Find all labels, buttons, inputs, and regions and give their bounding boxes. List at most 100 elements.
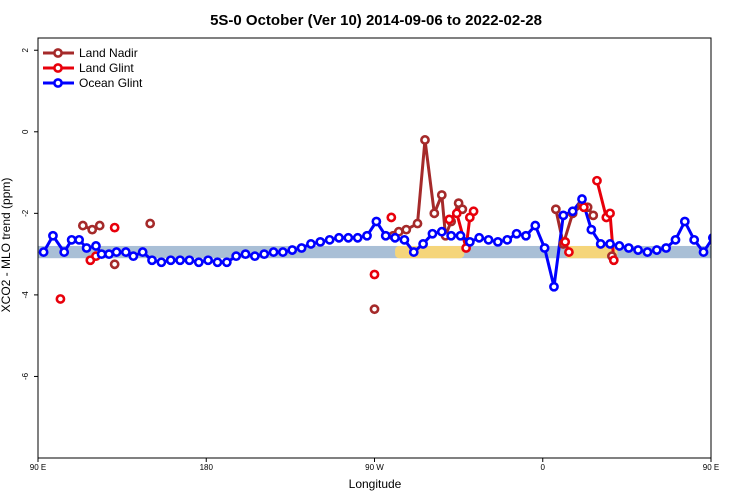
x-axis-label: Longitude [349, 477, 402, 491]
ocean-glint-point [633, 245, 643, 255]
ocean-glint-point [707, 233, 711, 243]
ocean-glint-legend-marker [53, 78, 63, 88]
land-glint-point [468, 206, 479, 217]
ocean-glint-point [380, 230, 391, 241]
ocean-glint-point [296, 243, 307, 253]
ocean-glint-point [539, 243, 550, 253]
ocean-glint-point [502, 234, 513, 245]
land-glint-legend-marker [53, 63, 63, 73]
x-axis: 90 E 180 90 W 0 90 E [30, 458, 719, 472]
ocean-glint-point [104, 249, 114, 260]
ocean-glint-line [42, 197, 711, 289]
y-tick-label: 0 [21, 129, 30, 134]
ocean-glint-point [418, 239, 429, 249]
ocean-glint-point [231, 251, 242, 262]
ocean-glint-point [521, 230, 531, 241]
ocean-glint-point [492, 236, 503, 247]
y-tick-label: -6 [21, 372, 30, 380]
ocean-glint-point [549, 281, 559, 292]
land-glint-point [386, 212, 397, 223]
ocean-glint-point [259, 249, 270, 260]
ocean-glint-point [737, 234, 744, 241]
ocean-glint-point [371, 216, 382, 227]
ocean-glint-point [315, 236, 326, 247]
ocean-glint-point [137, 247, 148, 257]
ocean-glint-point [277, 247, 288, 257]
land-nadir-point [145, 218, 156, 229]
land-glint-point [55, 294, 66, 304]
land-nadir-point [401, 224, 412, 235]
land-glint-point [605, 208, 615, 219]
ocean-glint-point [343, 232, 354, 243]
ocean-glint-point [661, 243, 672, 253]
ocean-glint-point [249, 251, 260, 262]
ocean-glint-point [128, 251, 139, 262]
land-nadir-point [109, 259, 120, 270]
ocean-glint-point [455, 230, 466, 241]
ocean-glint-point [605, 239, 615, 249]
land-nadir-point [550, 204, 561, 215]
ocean-glint-point [586, 224, 597, 235]
land-glint-point [608, 255, 619, 266]
chart-title: 5S-0 October (Ver 10) 2014-09-06 to 2022… [210, 12, 542, 29]
ocean-glint-point [399, 234, 410, 245]
land-glint-point [444, 214, 455, 225]
ocean-glint-point [530, 220, 541, 231]
land-nadir-point [87, 224, 98, 235]
ocean-glint-point [74, 234, 85, 245]
ocean-glint-point [558, 210, 569, 221]
ocean-glint-point [483, 234, 494, 245]
series-lines [42, 138, 711, 289]
ocean-glint-point [334, 232, 344, 243]
y-tick-label: 2 [21, 47, 30, 52]
land-nadir-point [429, 208, 440, 219]
ocean-glint-point [59, 247, 70, 257]
ocean-glint-point [212, 257, 223, 268]
ocean-glint-point [91, 241, 101, 251]
ocean-glint-point [651, 245, 662, 255]
ocean-glint-point [184, 255, 195, 266]
land-nadir-point [436, 190, 447, 200]
ocean-glint-point [679, 216, 690, 227]
y-tick-label: -4 [21, 291, 30, 299]
series-points [38, 135, 744, 315]
ocean-glint-point [408, 247, 419, 257]
x-tick-label: 90 E [30, 463, 46, 472]
ocean-glint-point [577, 194, 587, 204]
land-glint-point [578, 202, 589, 213]
ocean-glint-point [81, 243, 92, 253]
ocean-glint-point [48, 230, 58, 241]
land-glint-point [592, 175, 602, 186]
land-nadir-legend-label: Land Nadir [79, 46, 138, 60]
land-glint-point [109, 222, 120, 233]
ocean-glint-point [670, 234, 681, 245]
y-tick-label: -2 [21, 209, 30, 217]
ocean-glint-point [362, 230, 372, 241]
x-tick-label: 180 [200, 463, 214, 472]
ocean-glint-point [203, 255, 214, 266]
x-tick-label: 90 E [703, 463, 719, 472]
ocean-glint-point [221, 257, 232, 268]
land-glint-point [560, 236, 571, 247]
land-nadir-point [369, 304, 380, 315]
ocean-glint-point [728, 236, 735, 243]
ocean-glint-point [427, 228, 438, 239]
land-band-1 [395, 245, 465, 259]
ocean-glint-point [156, 257, 167, 268]
ocean-glint-point [66, 234, 77, 245]
land-glint-point [564, 247, 574, 257]
land-nadir-legend-marker [53, 48, 63, 58]
ocean-glint-point [111, 247, 122, 257]
land-glint-point [369, 269, 380, 280]
land-nadir-point [588, 210, 599, 221]
ocean-glint-point [147, 255, 157, 266]
y-axis-label: XCO2 - MLO trend (ppm) [0, 178, 13, 313]
land-nadir-point [77, 220, 88, 231]
ocean-glint-point [390, 232, 400, 243]
ocean-glint-point [193, 257, 204, 268]
ocean-glint-point [719, 248, 726, 255]
ocean-glint-point [698, 247, 709, 257]
ocean-glint-point [623, 243, 634, 253]
